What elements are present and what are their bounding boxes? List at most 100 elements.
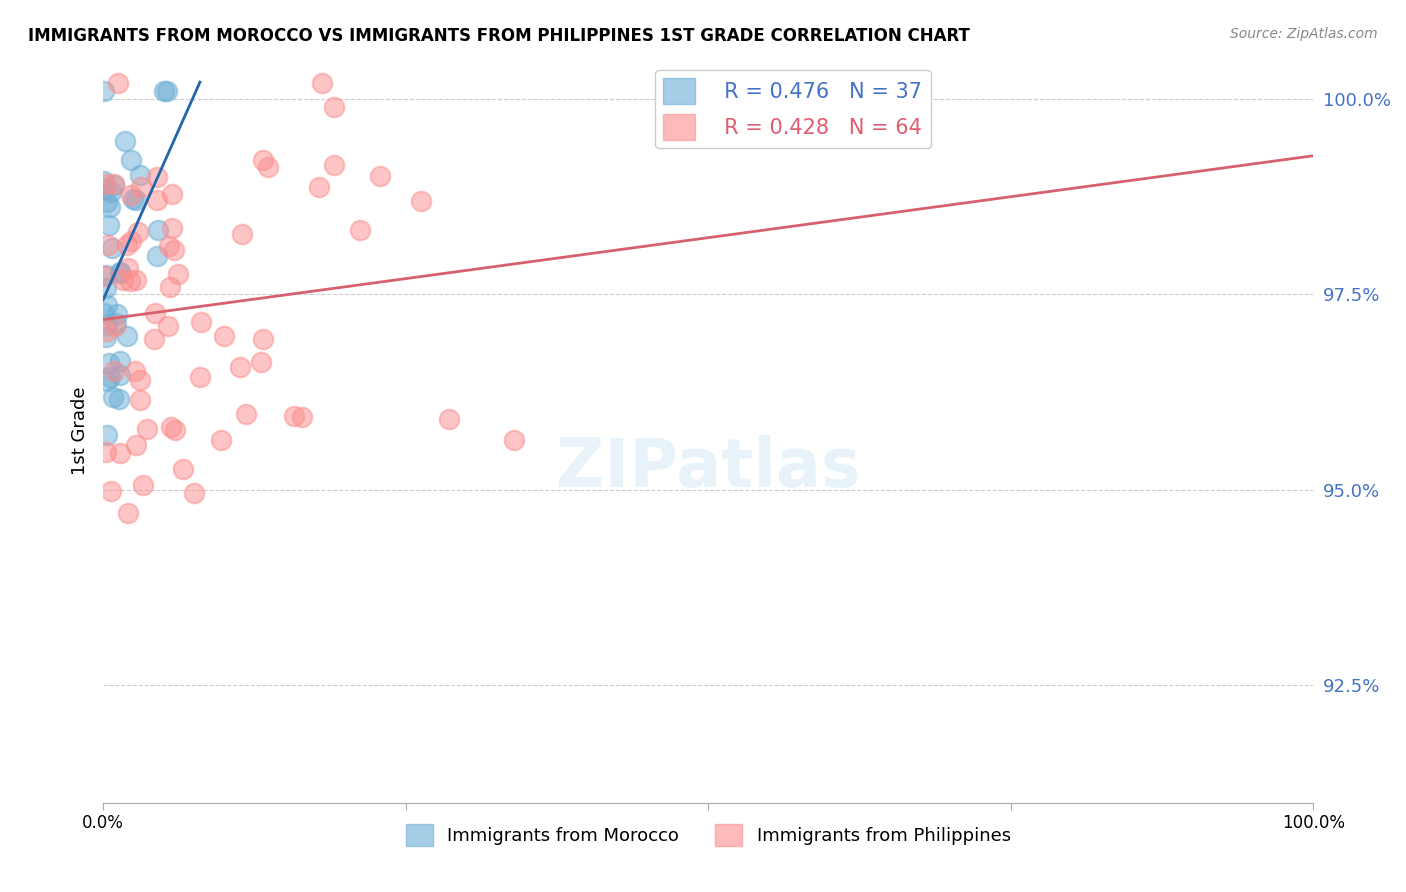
Point — [110, 354, 132, 368]
Point — [96, 374, 118, 388]
Point — [96, 427, 118, 442]
Point — [153, 84, 176, 98]
Point — [96, 318, 118, 332]
Point — [117, 261, 139, 276]
Point — [105, 307, 128, 321]
Point — [159, 280, 181, 294]
Point — [93, 182, 115, 196]
Point — [93, 269, 115, 284]
Point — [103, 364, 125, 378]
Point — [100, 241, 122, 255]
Point — [117, 507, 139, 521]
Point — [157, 239, 180, 253]
Point — [212, 329, 235, 343]
Point — [125, 273, 148, 287]
Point — [93, 306, 115, 320]
Point — [183, 486, 205, 500]
Point — [98, 356, 121, 370]
Point — [409, 194, 432, 209]
Point — [128, 168, 150, 182]
Point — [283, 409, 305, 424]
Point — [322, 100, 344, 114]
Point — [163, 423, 186, 437]
Point — [252, 332, 274, 346]
Point — [96, 281, 118, 295]
Point — [108, 265, 131, 279]
Point — [108, 392, 131, 406]
Point — [97, 238, 120, 252]
Point — [163, 243, 186, 257]
Point — [311, 76, 333, 90]
Point — [257, 160, 280, 174]
Point — [129, 373, 152, 387]
Point — [209, 433, 232, 447]
Point — [167, 267, 190, 281]
Point — [100, 483, 122, 498]
Point — [146, 193, 169, 207]
Point — [368, 169, 391, 183]
Point — [252, 153, 274, 167]
Point — [105, 316, 128, 330]
Point — [162, 186, 184, 201]
Point — [103, 178, 125, 193]
Point — [120, 188, 142, 202]
Point — [98, 369, 121, 384]
Point — [188, 370, 211, 384]
Point — [160, 221, 183, 235]
Point — [104, 319, 127, 334]
Point — [146, 223, 169, 237]
Point — [114, 134, 136, 148]
Point — [437, 412, 460, 426]
Text: Source: ZipAtlas.com: Source: ZipAtlas.com — [1230, 27, 1378, 41]
Point — [98, 200, 121, 214]
Text: ZIPatlas: ZIPatlas — [555, 435, 860, 501]
Point — [228, 360, 250, 375]
Point — [249, 355, 271, 369]
Point — [103, 177, 125, 191]
Point — [124, 438, 146, 452]
Point — [94, 268, 117, 283]
Point — [108, 368, 131, 383]
Point — [112, 273, 135, 287]
Point — [291, 409, 314, 424]
Point — [503, 433, 526, 447]
Point — [122, 192, 145, 206]
Legend:   R = 0.476   N = 37,   R = 0.428   N = 64: R = 0.476 N = 37, R = 0.428 N = 64 — [655, 70, 931, 148]
Point — [98, 219, 121, 233]
Point — [159, 420, 181, 434]
Y-axis label: 1st Grade: 1st Grade — [72, 387, 89, 475]
Point — [129, 179, 152, 194]
Point — [96, 297, 118, 311]
Point — [100, 185, 122, 199]
Point — [132, 477, 155, 491]
Point — [127, 226, 149, 240]
Point — [349, 222, 371, 236]
Point — [145, 306, 167, 320]
Point — [115, 329, 138, 343]
Point — [108, 446, 131, 460]
Point — [146, 169, 169, 184]
Point — [117, 238, 139, 252]
Point — [190, 315, 212, 329]
Point — [128, 393, 150, 408]
Point — [96, 324, 118, 338]
Point — [124, 194, 146, 208]
Point — [118, 274, 141, 288]
Point — [120, 153, 142, 168]
Point — [96, 444, 118, 458]
Point — [172, 462, 194, 476]
Text: IMMIGRANTS FROM MOROCCO VS IMMIGRANTS FROM PHILIPPINES 1ST GRADE CORRELATION CHA: IMMIGRANTS FROM MOROCCO VS IMMIGRANTS FR… — [28, 27, 970, 45]
Point — [146, 249, 169, 263]
Point — [108, 265, 131, 279]
Point — [96, 194, 118, 209]
Point — [308, 180, 330, 194]
Point — [323, 158, 346, 172]
Point — [107, 76, 129, 90]
Point — [94, 177, 117, 191]
Point — [93, 174, 115, 188]
Point — [235, 407, 257, 421]
Point — [103, 391, 125, 405]
Point — [135, 422, 157, 436]
Point — [156, 84, 179, 98]
Point — [143, 332, 166, 346]
